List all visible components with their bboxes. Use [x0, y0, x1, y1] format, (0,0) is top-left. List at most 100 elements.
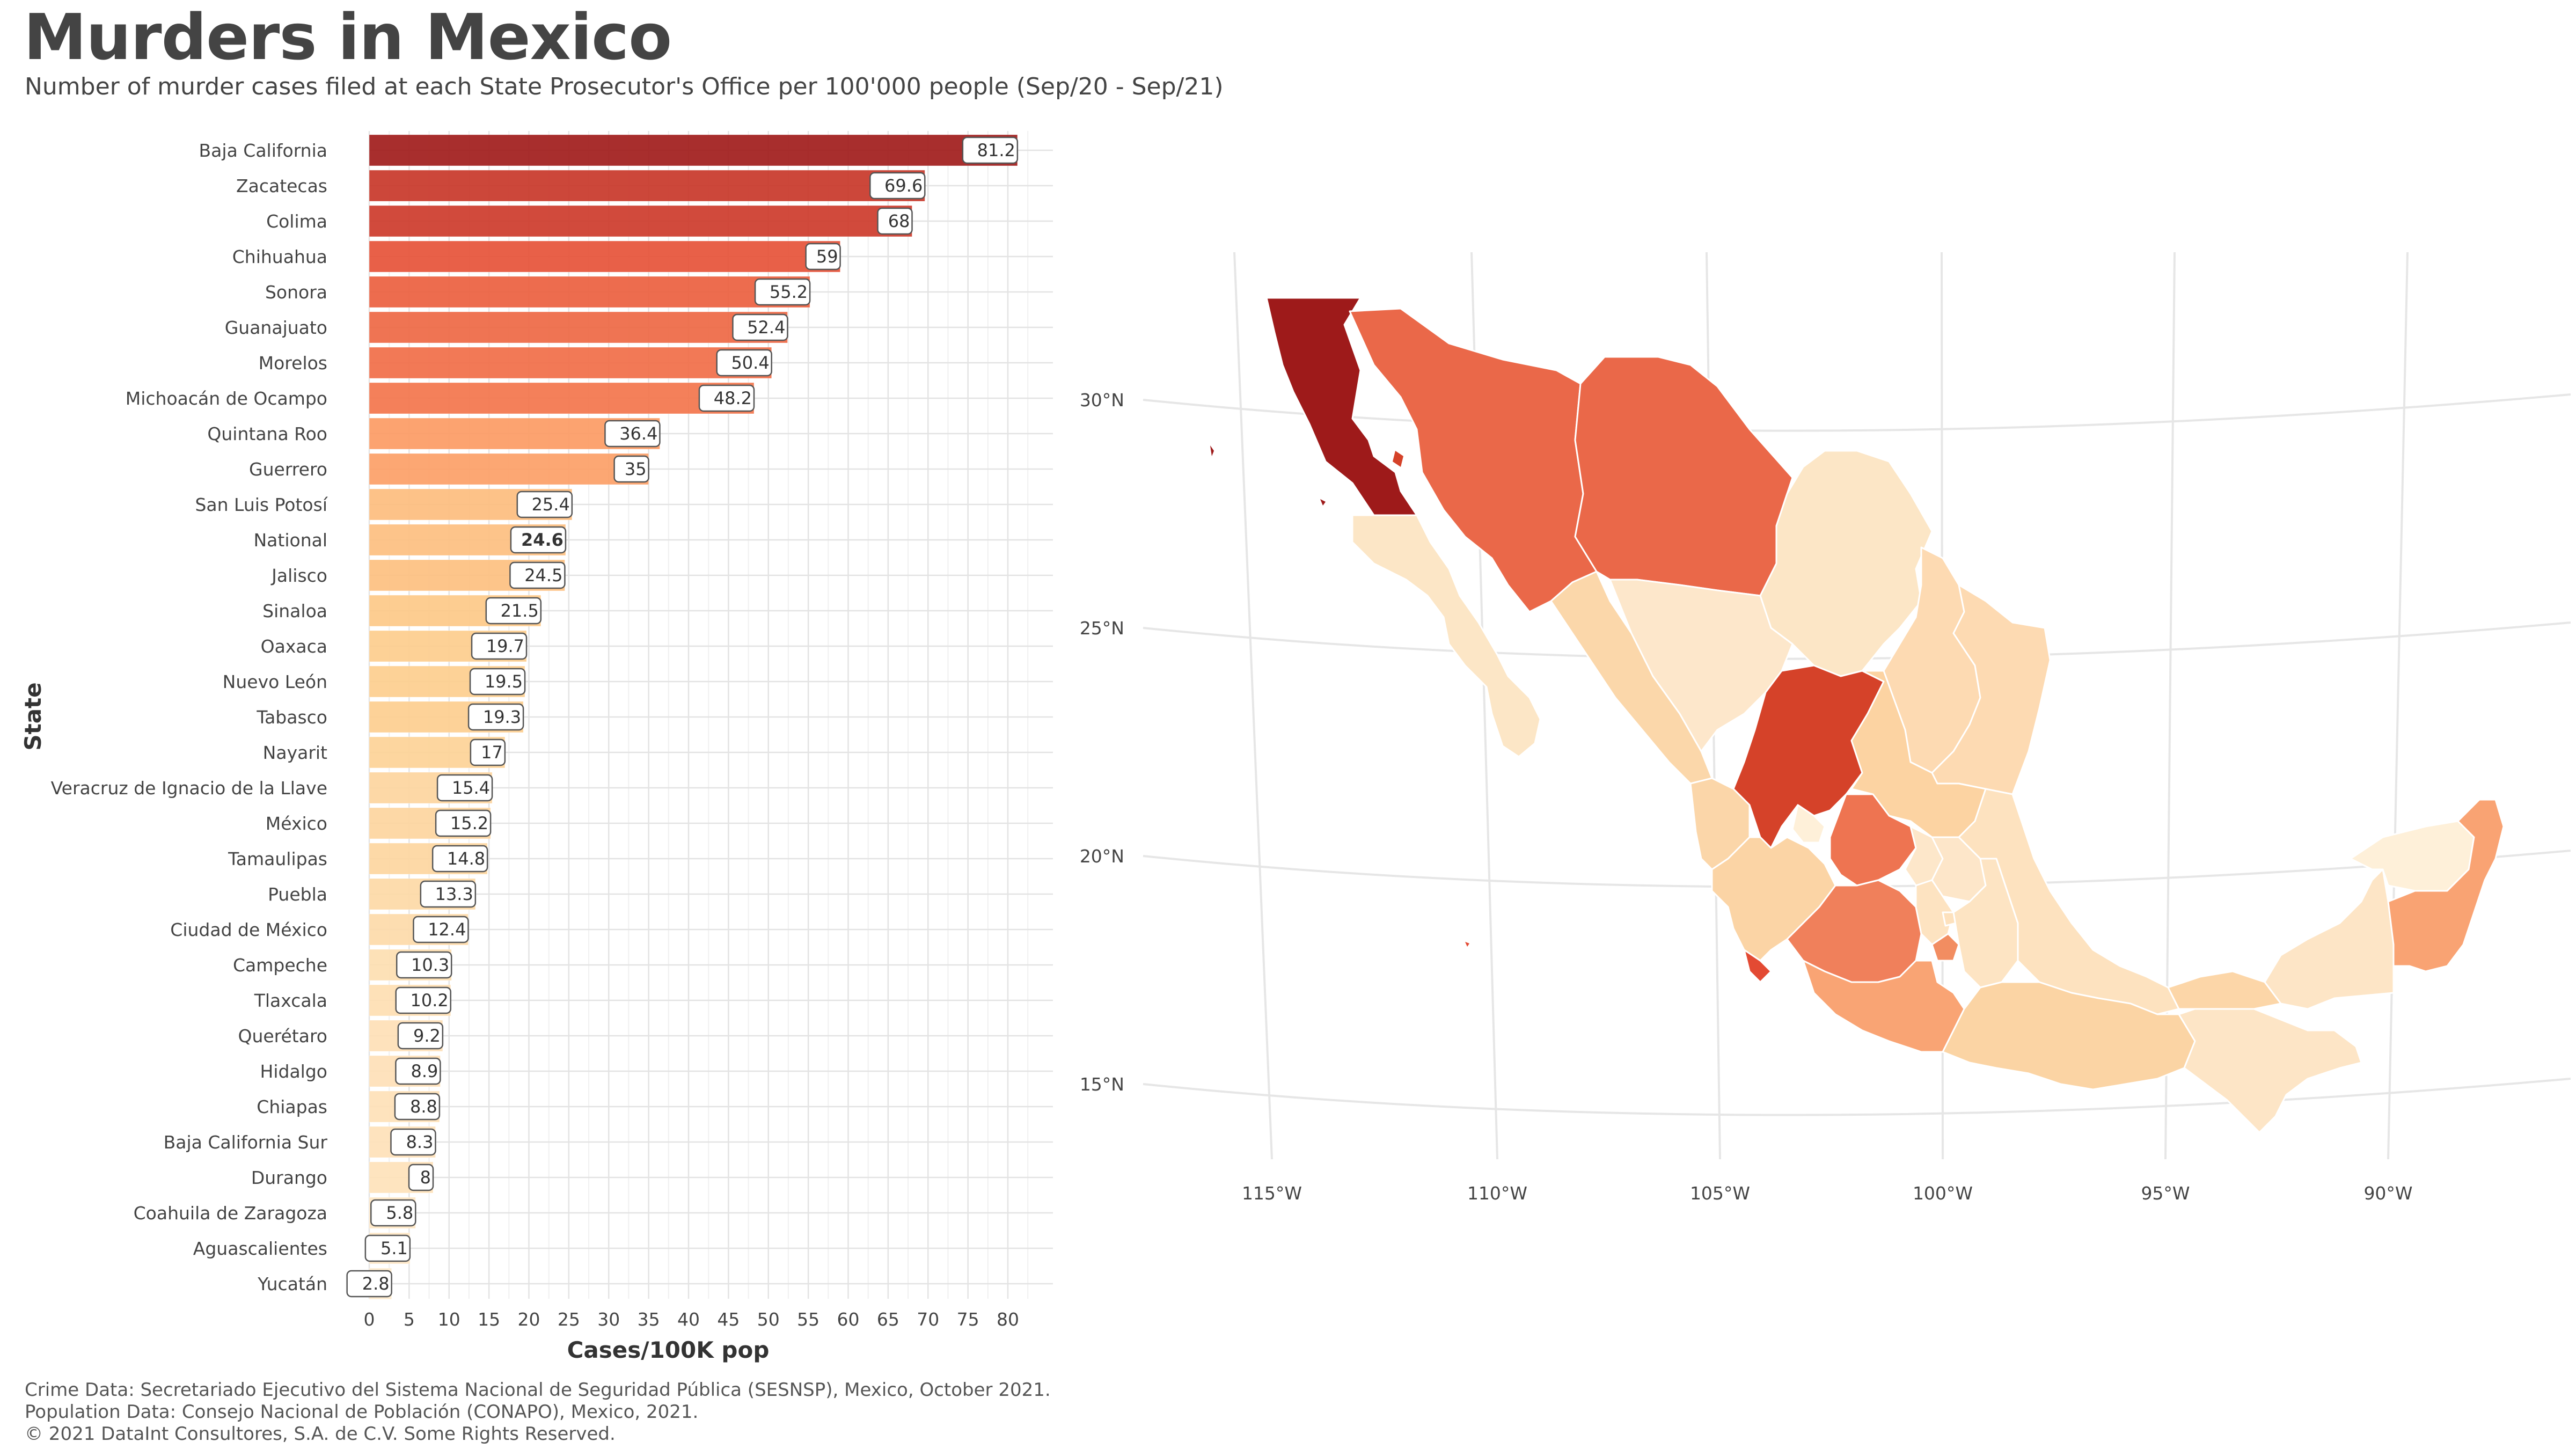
category-label-11: National [253, 530, 327, 551]
svg-text:19.3: 19.3 [483, 707, 521, 727]
state-tamaulipas [1931, 584, 2051, 795]
value-label-22: 12.4 [413, 916, 469, 943]
value-label-15: 19.5 [469, 668, 526, 696]
value-label-24: 10.2 [395, 986, 451, 1014]
bar-0 [369, 134, 1018, 166]
value-label-10: 25.4 [516, 491, 573, 518]
value-label-5: 52.4 [732, 313, 788, 341]
svg-text:10.2: 10.2 [410, 990, 448, 1011]
value-label-1: 69.6 [869, 172, 926, 200]
value-label-17: 17 [470, 738, 506, 766]
value-label-27: 8.8 [394, 1093, 441, 1121]
category-label-21: Puebla [268, 884, 327, 905]
value-label-3: 59 [805, 243, 841, 270]
value-label-29: 8 [408, 1163, 434, 1191]
state-quintana-roo [2387, 799, 2505, 972]
value-label-19: 15.2 [435, 809, 492, 837]
value-label-18: 15.4 [436, 774, 493, 802]
lon-tick-3: 100°W [1913, 1183, 1973, 1204]
category-label-24: Tlaxcala [254, 990, 327, 1011]
value-label-13: 21.5 [485, 597, 542, 625]
value-label-14: 19.7 [471, 632, 528, 660]
lon-tick-1: 110°W [1467, 1183, 1527, 1204]
state-coahuila [1759, 450, 1933, 677]
x-tick-30: 30 [597, 1309, 620, 1330]
x-tick-45: 45 [717, 1309, 740, 1330]
bar-7 [369, 382, 755, 414]
state-tlaxcala [1968, 901, 1989, 916]
category-label-6: Morelos [259, 353, 327, 374]
x-tick-40: 40 [677, 1309, 700, 1330]
category-label-13: Sinaloa [262, 601, 327, 621]
value-label-11: 24.6 [510, 526, 567, 554]
svg-text:69.6: 69.6 [884, 175, 923, 196]
lon-tick-0: 115°W [1242, 1183, 1302, 1204]
state-nayarit [1689, 777, 1751, 870]
lat-tick-1: 25°N [1080, 618, 1124, 639]
value-label-12: 24.5 [509, 561, 566, 589]
value-label-4: 55.2 [754, 278, 811, 306]
state-michoacan [1786, 879, 1922, 983]
category-label-26: Hidalgo [260, 1061, 327, 1082]
lat-tick-2: 20°N [1080, 846, 1124, 867]
value-label-16: 19.3 [467, 703, 524, 731]
state-san-luis-potosi [1850, 670, 1987, 838]
svg-text:55.2: 55.2 [770, 282, 808, 302]
value-label-6: 50.4 [716, 349, 772, 377]
category-label-0: Baja California [199, 140, 327, 161]
caption-line-3: © 2021 DataInt Consultores, S.A. de C.V.… [25, 1423, 616, 1445]
category-label-4: Sonora [265, 282, 327, 303]
state-hidalgo [1931, 836, 1987, 903]
svg-text:81.2: 81.2 [977, 140, 1015, 160]
lat-tick-3: 15°N [1080, 1074, 1124, 1095]
category-label-3: Chihuahua [232, 246, 327, 267]
svg-text:12.4: 12.4 [428, 919, 466, 940]
value-label-30: 5.8 [370, 1199, 416, 1227]
x-tick-80: 80 [997, 1309, 1019, 1330]
category-labels: Baja California Zacatecas Colima Chihuahua S… [51, 140, 328, 1294]
bar-6 [369, 347, 772, 379]
state-jalisco [1711, 836, 1836, 962]
value-label-25: 9.2 [397, 1022, 444, 1050]
bar-2 [369, 205, 912, 237]
state-puebla [1952, 858, 2019, 989]
bar-1 [369, 170, 925, 202]
category-label-12: Jalisco [270, 565, 327, 586]
svg-text:24.5: 24.5 [524, 565, 562, 586]
caption-line-1: Crime Data: Secretariado Ejecutivo del S… [25, 1379, 1051, 1401]
svg-text:50.4: 50.4 [731, 353, 769, 373]
state-sinaloa [1550, 570, 1713, 785]
value-label-26: 8.9 [395, 1057, 441, 1085]
category-label-20: Tamaulipas [228, 848, 327, 869]
state-veracruz [1958, 788, 2180, 1015]
bar-chart: 81.2 69.6 68 59 55.2 52.4 50.4 48.2 36.4 35 25.4 24… [20, 131, 1053, 1363]
x-axis-title: Cases/100K pop [567, 1337, 770, 1363]
category-label-7: Michoacán de Ocampo [126, 388, 327, 409]
svg-text:13.3: 13.3 [435, 884, 473, 904]
y-axis-title: State [20, 682, 46, 750]
state-aguascalientes [1791, 804, 1826, 844]
x-tick-70: 70 [917, 1309, 939, 1330]
state-campeche [2264, 868, 2395, 1010]
state-cdmx [1942, 911, 1957, 927]
value-label-20: 14.8 [431, 845, 488, 873]
lon-tick-4: 95°W [2141, 1183, 2190, 1204]
svg-text:8.3: 8.3 [406, 1132, 434, 1152]
state-guerrero [1802, 960, 1965, 1053]
svg-text:36.4: 36.4 [619, 423, 657, 444]
svg-text:68: 68 [888, 211, 910, 231]
category-label-23: Campeche [233, 955, 327, 976]
x-tick-60: 60 [837, 1309, 860, 1330]
map-graticule [1143, 252, 2571, 1160]
svg-text:14.8: 14.8 [447, 848, 485, 869]
category-label-28: Baja California Sur [164, 1132, 328, 1153]
svg-text:35: 35 [625, 459, 647, 479]
value-label-2: 68 [877, 207, 913, 235]
value-labels: 81.2 69.6 68 59 55.2 52.4 50.4 48.2 36.4 35 25.4 24… [346, 136, 1019, 1298]
category-label-9: Guerrero [249, 459, 327, 480]
state-chihuahua [1574, 356, 1794, 597]
svg-text:10.3: 10.3 [411, 955, 449, 975]
x-tick-10: 10 [438, 1309, 460, 1330]
caption: Crime Data: Secretariado Ejecutivo del S… [25, 1379, 1051, 1445]
category-label-14: Oaxaca [261, 636, 327, 657]
